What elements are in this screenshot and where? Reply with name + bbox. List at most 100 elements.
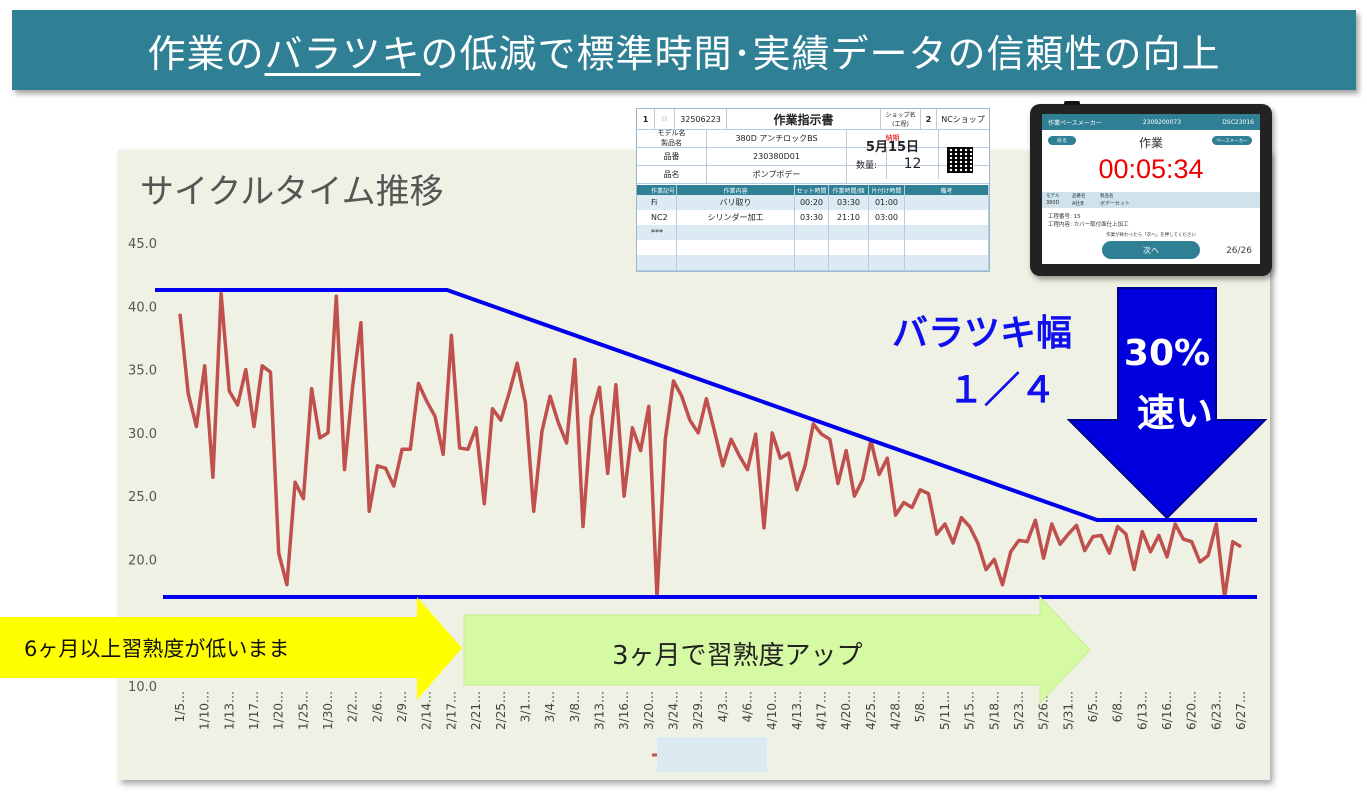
chart-title: サイクルタイム推移 [140, 172, 444, 212]
tablet-top-title: 作業ペースメーカー [1048, 119, 1102, 127]
data-point [195, 426, 197, 428]
data-point [253, 426, 255, 428]
data-point [179, 313, 181, 315]
data-point [1150, 551, 1152, 553]
x-tick-label: 6/8… [1111, 691, 1125, 722]
qty-value: 12 [887, 149, 939, 179]
data-point [524, 401, 526, 403]
shop-name: NCショップ [941, 114, 985, 124]
tablet-top-right: DSC23016 [1222, 118, 1254, 126]
data-point [607, 472, 609, 474]
x-tick-label: 6/16… [1160, 691, 1174, 730]
data-point [927, 493, 929, 495]
data-point [747, 469, 749, 471]
x-tick-label: 3/4… [543, 691, 557, 722]
info-val-2: ボデーセット [1100, 201, 1131, 207]
data-point [418, 382, 420, 384]
data-point [385, 467, 387, 469]
part-name-value: ポンプボデー [707, 165, 847, 183]
data-point [705, 398, 707, 400]
table-row-cell: 21:10 [829, 210, 869, 225]
x-tick-label: 1/17… [247, 691, 261, 730]
x-tick-label: 4/20… [839, 691, 853, 730]
data-point [1051, 523, 1053, 525]
tablet-back-button[interactable]: 戻る [1048, 136, 1076, 145]
data-point [878, 474, 880, 476]
data-point [302, 498, 304, 500]
data-point [1100, 534, 1102, 536]
data-point [1018, 539, 1020, 541]
data-point [426, 400, 428, 402]
table-row-cell [829, 225, 869, 240]
x-tick-label: 4/6… [741, 691, 755, 722]
down-arrow [1066, 287, 1268, 520]
table-row-cell [905, 240, 989, 255]
info-col-0: モデル [1046, 194, 1060, 199]
table-row-cell [795, 240, 829, 255]
data-point [1166, 556, 1168, 558]
tablet-top-code: 2309200073 [1142, 118, 1182, 126]
data-point [1215, 523, 1217, 525]
table-row-cell [869, 255, 905, 270]
x-tick-label: 1/13… [222, 691, 236, 730]
data-point [237, 404, 239, 406]
data-point [541, 431, 543, 433]
data-point [343, 469, 345, 471]
tablet-next-button[interactable]: 次へ [1102, 241, 1200, 259]
data-point [508, 393, 510, 395]
data-point [590, 417, 592, 419]
tablet-page: 26/26 [1226, 246, 1252, 256]
table-row-cell [677, 225, 795, 240]
data-point [722, 465, 724, 467]
data-point [648, 405, 650, 407]
x-tick-label: 2/21… [469, 691, 483, 730]
data-point [1026, 541, 1028, 543]
table-row-cell [677, 240, 795, 255]
x-tick-label: 6/20… [1185, 691, 1199, 730]
data-point [862, 479, 864, 481]
data-point [294, 481, 296, 483]
data-point [1141, 531, 1143, 533]
tablet-topbar: 作業ペースメーカー 2309200073 DSC23016 [1042, 114, 1260, 130]
y-tick-label: 25.0 [128, 490, 157, 505]
data-point [204, 365, 206, 367]
data-point [623, 495, 625, 497]
table-row-cell: 00:20 [795, 195, 829, 210]
x-tick-label: 1/30… [321, 691, 335, 730]
data-point [212, 476, 214, 478]
data-point [269, 371, 271, 373]
table-row-cell [869, 225, 905, 240]
data-point [1034, 519, 1036, 521]
data-point [401, 448, 403, 450]
data-point [409, 448, 411, 450]
shop-label: ショップ名 (工程) [881, 109, 921, 129]
data-point [960, 517, 962, 519]
order-code: 32506223 [675, 109, 727, 129]
y-tick-label: 35.0 [128, 364, 157, 379]
yellow-arrow [0, 597, 462, 700]
data-point [393, 485, 395, 487]
data-point [1084, 550, 1086, 552]
table-row-cell: 03:30 [795, 210, 829, 225]
data-point [1182, 538, 1184, 540]
data-point [640, 450, 642, 452]
data-point [615, 384, 617, 386]
green-arrow-label: 3ヶ月で習熟度アップ [612, 641, 863, 671]
data-point [1076, 524, 1078, 526]
data-point [821, 433, 823, 435]
table-header-cell: 作業内容 [677, 185, 795, 195]
data-point [574, 358, 576, 360]
data-point [952, 542, 954, 544]
data-point [845, 450, 847, 452]
table-header-cell: 作業時間/個 [829, 185, 869, 195]
table-row-cell [905, 225, 989, 240]
table-row-cell: Fi [637, 195, 677, 210]
data-point [1158, 534, 1160, 536]
y-tick-label: 10.0 [128, 680, 157, 695]
data-point [755, 433, 757, 435]
tablet-pacemaker-button[interactable]: ペースメーカー [1212, 136, 1252, 145]
info-col-1: 品番名 [1072, 194, 1086, 199]
data-point [442, 453, 444, 455]
data-point [977, 542, 979, 544]
